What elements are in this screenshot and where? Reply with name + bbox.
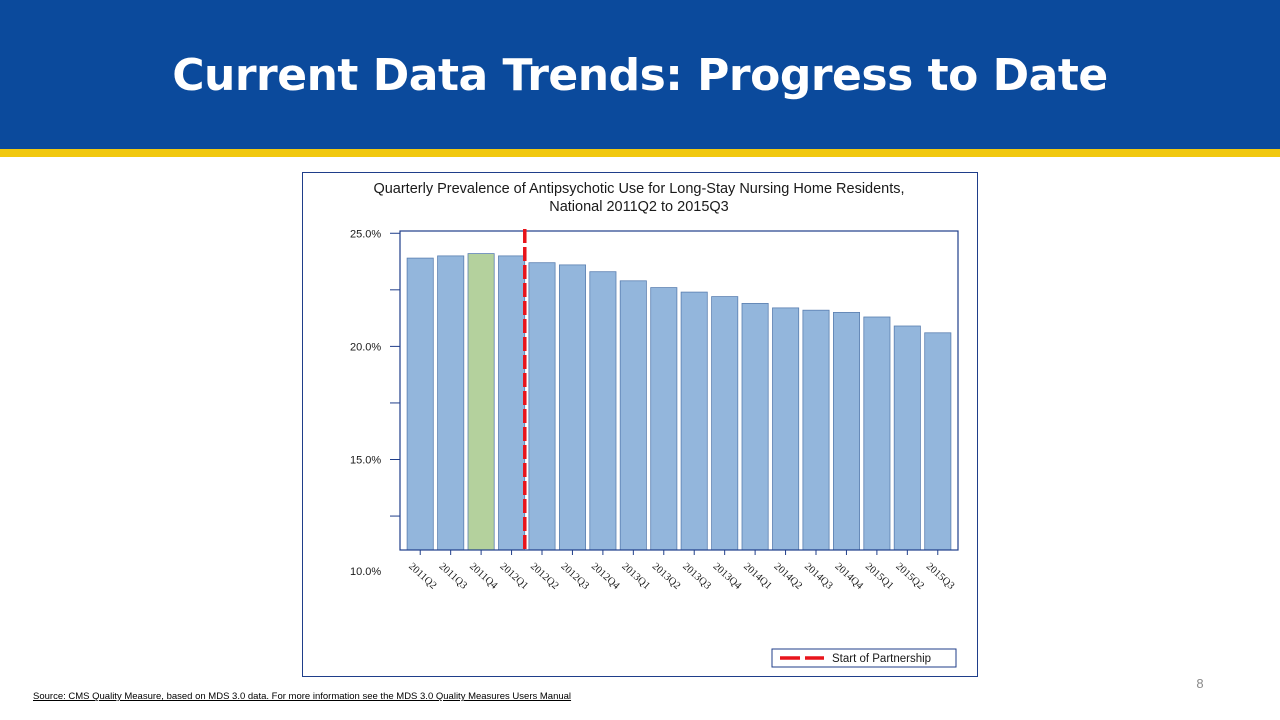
bar [924,332,952,551]
x-tick-label: 2012Q3 [558,561,591,592]
bar [619,280,647,551]
bar [589,271,617,551]
header-accent-stripe [0,149,1280,157]
chart-title-line: National 2011Q2 to 2015Q3 [549,199,729,215]
bar [893,325,921,551]
x-tick-label: 2013Q2 [650,561,683,592]
bar [772,307,800,551]
page-number: 8 [1196,676,1204,691]
bar [558,264,586,551]
x-tick-label: 2014Q2 [772,561,805,592]
x-tick-label: 2011Q3 [437,561,469,592]
bar [802,309,830,551]
chart-title-line: Quarterly Prevalence of Antipsychotic Us… [373,181,904,197]
bar [680,291,708,551]
y-tick-label: 15.0% [350,455,381,467]
x-tick-label: 2012Q4 [589,561,622,592]
bar [437,255,465,551]
x-tick-label: 2013Q4 [711,561,744,592]
x-tick-label: 2012Q1 [498,561,531,592]
bar [406,257,434,551]
x-tick-label: 2014Q4 [832,561,865,592]
x-tick-label: 2014Q3 [802,561,835,592]
bar [863,316,891,551]
x-tick-label: 2011Q2 [406,561,438,592]
x-tick-label: 2013Q1 [619,561,652,592]
x-tick-label: 2015Q2 [893,561,926,592]
bar [833,311,861,551]
source-note: Source: CMS Quality Measure, based on MD… [33,691,572,702]
bar [741,302,769,551]
bar [711,296,739,551]
x-tick-label: 2014Q1 [741,561,774,592]
bar [528,262,556,551]
plot-area-border [399,230,959,551]
header-band [0,0,1280,149]
bar [467,253,495,551]
x-tick-label: 2015Q3 [924,561,957,592]
y-tick-label: 25.0% [350,228,381,240]
legend-label: Start of Partnership [832,653,931,665]
chart-frame: Quarterly Prevalence of Antipsychotic Us… [302,172,978,677]
legend-box [771,648,957,668]
y-tick-label: 20.0% [350,341,381,353]
x-tick-label: 2012Q2 [528,561,561,592]
x-tick-label: 2011Q4 [467,561,500,592]
y-tick-label: 10.0% [350,566,381,578]
slide-title: Current Data Trends: Progress to Date [172,50,1108,101]
x-tick-label: 2015Q1 [863,561,896,592]
x-tick-label: 2013Q3 [680,561,713,592]
bar [498,255,526,551]
antipsychotic-prevalence-chart: Quarterly Prevalence of Antipsychotic Us… [350,181,959,668]
bar [650,287,678,551]
